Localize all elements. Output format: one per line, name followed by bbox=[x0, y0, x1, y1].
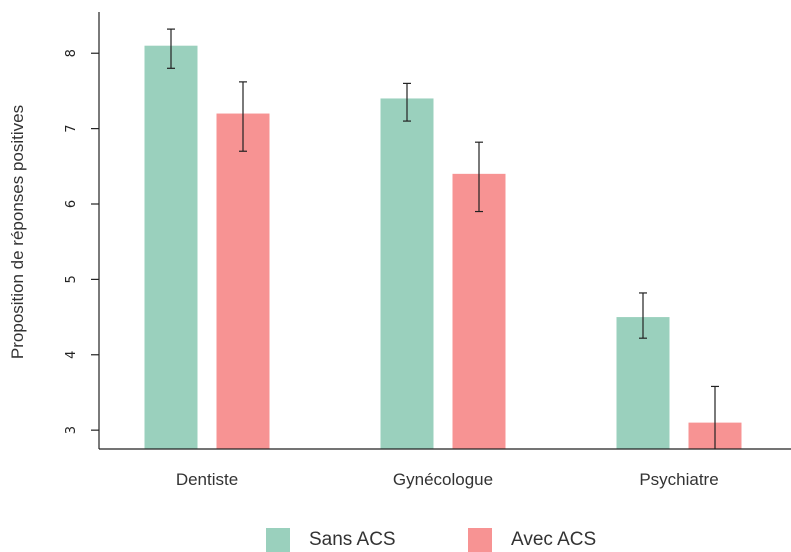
y-tick-label-4: 4 bbox=[64, 351, 79, 359]
error-bars-layer bbox=[167, 28, 719, 449]
y-tick-label-3: 3 bbox=[64, 426, 79, 434]
x-categories-layer: Dentiste Gynécologue Psychiatre bbox=[176, 470, 719, 489]
y-axis-label: Proposition de réponses positives bbox=[8, 105, 27, 359]
legend-label-sans-acs: Sans ACS bbox=[309, 529, 396, 550]
y-tick-label-8: 8 bbox=[64, 49, 79, 57]
bars-layer bbox=[144, 45, 742, 450]
legend-swatch-avec-acs bbox=[468, 528, 492, 552]
legend-item-avec-acs: Avec ACS bbox=[468, 528, 596, 552]
bar-avec-acs-dentiste bbox=[216, 113, 270, 450]
legend: Sans ACS Avec ACS bbox=[0, 522, 791, 552]
error-bar-avec-acs-dentiste bbox=[239, 81, 247, 152]
error-bar-sans-acs-psychiatre bbox=[639, 292, 647, 339]
legend-item-sans-acs: Sans ACS bbox=[266, 528, 396, 552]
error-bar-avec-acs-psychiatre bbox=[711, 385, 719, 449]
error-bar-sans-acs-dentiste bbox=[167, 28, 175, 69]
x-category-label-2: Gynécologue bbox=[393, 470, 493, 489]
y-tick-label-6: 6 bbox=[64, 200, 79, 208]
legend-label-avec-acs: Avec ACS bbox=[511, 529, 597, 550]
error-bar-avec-acs-gynecologue bbox=[475, 141, 483, 213]
bar-sans-acs-dentiste bbox=[144, 45, 198, 449]
legend-swatch-sans-acs bbox=[266, 528, 290, 552]
bar-sans-acs-gynecologue bbox=[380, 98, 434, 449]
bar-sans-acs-psychiatre bbox=[616, 317, 670, 449]
bar-avec-acs-gynecologue bbox=[452, 173, 506, 449]
error-bar-sans-acs-gynecologue bbox=[403, 82, 411, 122]
x-category-label-1: Dentiste bbox=[176, 470, 238, 489]
y-tick-label-7: 7 bbox=[64, 124, 79, 132]
y-ticks-layer: 3 4 5 6 7 8 bbox=[64, 49, 99, 434]
x-category-label-3: Psychiatre bbox=[639, 470, 718, 489]
y-tick-label-5: 5 bbox=[64, 275, 79, 283]
